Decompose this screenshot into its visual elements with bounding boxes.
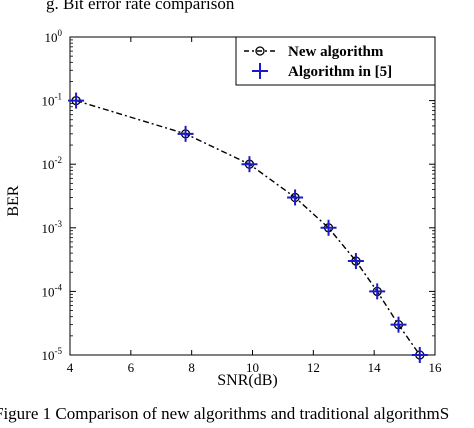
x-tick-labels: 4 6 8 10 12 14 16 <box>67 360 442 375</box>
y-tick-label: 10-5 <box>42 346 63 363</box>
legend-box <box>235 36 436 86</box>
header-text-fragment: g. Bit error rate comparison <box>46 0 235 13</box>
plus-marker <box>177 125 194 142</box>
y-tick-label: 10-4 <box>42 282 63 299</box>
figure-caption: Figure 1 Comparison of new algorithms an… <box>0 404 450 423</box>
legend: New algorithm Algorithm in [5] <box>235 36 436 86</box>
legend-entry-1: New algorithm <box>244 44 384 60</box>
x-tick-label: 6 <box>128 360 135 375</box>
plus-marker <box>68 92 85 109</box>
y-tick-labels: 100 10-1 10-2 10-3 10-4 10-5 <box>42 28 63 363</box>
plus-marker <box>287 189 304 206</box>
plus-marker <box>252 63 268 79</box>
x-tick-label: 8 <box>188 360 195 375</box>
plus-marker <box>347 253 364 270</box>
plus-marker <box>369 283 386 300</box>
legend-entry-2: Algorithm in [5] <box>252 63 392 80</box>
plus-marker <box>411 347 428 363</box>
y-tick-label: 10-2 <box>42 155 63 172</box>
series-line <box>75 99 421 356</box>
x-tick-label: 4 <box>67 360 74 375</box>
y-tick-label: 10-1 <box>42 92 63 109</box>
x-tick-label: 16 <box>429 360 443 375</box>
x-tick-label: 14 <box>368 360 382 375</box>
x-axis-label: SNR(dB) <box>217 372 277 389</box>
series-1 <box>71 95 425 360</box>
legend-label: Algorithm in [5] <box>288 64 392 80</box>
x-tick-label: 12 <box>307 360 320 375</box>
legend-label: New algorithm <box>288 44 384 60</box>
circle-marker <box>255 46 265 56</box>
y-axis-label: BER <box>5 185 22 216</box>
y-tick-label: 100 <box>45 28 63 45</box>
series-2 <box>68 92 428 363</box>
x-tick-label: 10 <box>246 360 259 375</box>
series-layer <box>68 92 428 363</box>
plus-marker <box>390 316 407 333</box>
plus-marker <box>241 156 258 173</box>
plus-marker <box>320 219 337 236</box>
y-tick-label: 10-3 <box>42 219 63 236</box>
